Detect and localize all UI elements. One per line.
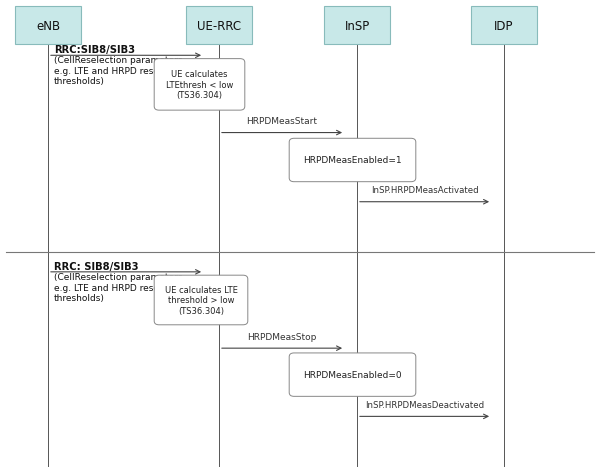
FancyBboxPatch shape: [289, 353, 416, 397]
Text: HRPDMeasStop: HRPDMeasStop: [247, 332, 317, 341]
FancyBboxPatch shape: [324, 7, 390, 45]
FancyBboxPatch shape: [471, 7, 537, 45]
Text: RRC:SIB8/SIB3: RRC:SIB8/SIB3: [54, 45, 135, 55]
Text: (CellReselection parameters
e.g. LTE and HRPD reselection
thresholds): (CellReselection parameters e.g. LTE and…: [54, 56, 190, 86]
Text: RRC: SIB8/SIB3: RRC: SIB8/SIB3: [54, 261, 139, 271]
Text: HRPDMeasEnabled=1: HRPDMeasEnabled=1: [303, 156, 402, 165]
Text: InSP.HRPDMeasActivated: InSP.HRPDMeasActivated: [371, 186, 478, 195]
Text: InSP.HRPDMeasDeactivated: InSP.HRPDMeasDeactivated: [365, 400, 484, 409]
Text: HRPDMeasEnabled=0: HRPDMeasEnabled=0: [303, 370, 402, 379]
Text: HRPDMeasStart: HRPDMeasStart: [247, 117, 317, 126]
Text: UE calculates LTE
threshold > low
(TS36.304): UE calculates LTE threshold > low (TS36.…: [164, 286, 238, 315]
FancyBboxPatch shape: [15, 7, 81, 45]
Text: UE-RRC: UE-RRC: [197, 20, 241, 33]
Text: UE calculates
LTEthresh < low
(TS36.304): UE calculates LTEthresh < low (TS36.304): [166, 70, 233, 100]
Text: eNB: eNB: [36, 20, 60, 33]
Text: InSP: InSP: [344, 20, 370, 33]
FancyBboxPatch shape: [289, 139, 416, 182]
FancyBboxPatch shape: [186, 7, 252, 45]
Text: IDP: IDP: [494, 20, 514, 33]
Text: (CellReselection parameters
e.g. LTE and HRPD reselection
thresholds): (CellReselection parameters e.g. LTE and…: [54, 273, 190, 302]
FancyBboxPatch shape: [154, 276, 248, 325]
FancyBboxPatch shape: [154, 60, 245, 111]
